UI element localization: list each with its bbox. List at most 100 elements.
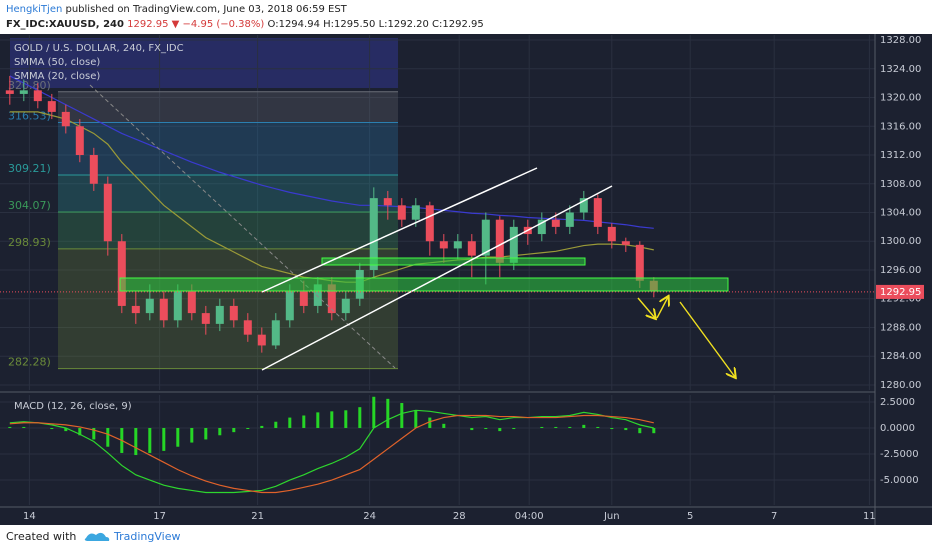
histogram-bar xyxy=(162,427,166,451)
macd-pane xyxy=(0,395,875,505)
header-line: HengkiTjen published on TradingView.com,… xyxy=(6,4,348,15)
fib-top-band xyxy=(10,38,398,88)
histogram-bar xyxy=(260,425,264,428)
histogram-bar xyxy=(470,427,474,431)
y-tick-label: -2.5000 xyxy=(880,449,919,460)
histogram-bar xyxy=(484,427,488,430)
indicator-line xyxy=(9,414,654,494)
last-price-label: 1292.95 xyxy=(880,287,921,298)
candle-body xyxy=(47,101,56,112)
pane-title: MACD (12, 26, close, 9) xyxy=(14,401,132,412)
fib-band xyxy=(58,122,398,176)
histogram-bar xyxy=(22,426,26,428)
candle-body xyxy=(243,320,252,335)
candle-body xyxy=(145,298,154,314)
fib-band xyxy=(58,248,398,369)
y-tick-label: 1288.00 xyxy=(880,322,921,333)
candle-body xyxy=(593,198,602,227)
histogram-bar xyxy=(274,421,278,428)
y-tick-label: 1316.00 xyxy=(880,121,921,132)
x-tick-label: 17 xyxy=(153,511,166,522)
candle-body xyxy=(75,126,84,156)
legend-entry: SMMA (20, close) xyxy=(14,71,100,82)
candle-body xyxy=(327,284,336,314)
histogram-bar xyxy=(386,398,390,428)
close: C:1292.95 xyxy=(432,19,484,30)
candle-body xyxy=(537,219,546,235)
histogram-bar xyxy=(232,427,236,433)
candle-body xyxy=(607,226,616,242)
histogram-bar xyxy=(568,426,572,428)
indicator-line xyxy=(9,75,654,229)
y-tick-label: 2.5000 xyxy=(880,397,915,408)
header-bg xyxy=(0,0,932,34)
candle-body xyxy=(383,198,392,206)
fib-label: 309.21) xyxy=(8,162,51,175)
candle-body xyxy=(425,205,434,242)
candle-body xyxy=(187,291,196,314)
candle-body xyxy=(481,219,490,256)
arrow xyxy=(637,297,655,318)
footer-brand[interactable]: TradingView xyxy=(113,530,180,543)
y-tick-label: 1284.00 xyxy=(880,351,921,362)
y-tick-label: 1320.00 xyxy=(880,93,921,104)
trend-dashed xyxy=(89,84,396,369)
last-price-box xyxy=(876,284,924,299)
histogram-bar xyxy=(148,427,152,453)
arrow xyxy=(656,297,668,319)
candle-body xyxy=(495,219,504,263)
histogram-bar xyxy=(190,427,194,443)
histogram-bar xyxy=(106,427,110,447)
x-tick-label: Jun xyxy=(603,511,620,522)
published: published on TradingView.com, June 03, 2… xyxy=(66,4,348,15)
pane-title: GOLD / U.S. DOLLAR, 240, FX_IDC xyxy=(14,43,184,54)
user[interactable]: HengkiTjen xyxy=(6,4,62,15)
candle-body xyxy=(369,198,378,270)
histogram-bar xyxy=(344,410,348,428)
y-tick-label: 0.0000 xyxy=(880,423,915,434)
high: H:1295.50 xyxy=(323,19,375,30)
candle-body xyxy=(621,241,630,245)
histogram-bar xyxy=(610,427,614,430)
candle-body xyxy=(257,334,266,346)
histogram-bar xyxy=(582,424,586,428)
candle-body xyxy=(509,226,518,263)
fib-band xyxy=(58,91,398,123)
histogram-bar xyxy=(652,427,656,434)
candle-body xyxy=(551,219,560,227)
x-tick-label: 7 xyxy=(771,511,777,522)
logo xyxy=(84,532,110,541)
candle-body xyxy=(313,284,322,306)
histogram-bar xyxy=(400,403,404,428)
candle-body xyxy=(33,90,42,102)
histogram-bar xyxy=(330,411,334,428)
fib-label: 298.93) xyxy=(8,236,51,249)
candle-body xyxy=(453,241,462,249)
arrow xyxy=(679,301,735,377)
candle-body xyxy=(201,313,210,324)
candle-body xyxy=(271,320,280,346)
histogram-bar xyxy=(218,427,222,436)
footer-bg xyxy=(0,525,932,550)
histogram-bar xyxy=(204,427,208,440)
histogram-bar xyxy=(288,417,292,428)
y-tick-label: 1324.00 xyxy=(880,64,921,75)
histogram-bar xyxy=(540,426,544,428)
histogram-bar xyxy=(246,427,250,430)
histogram-bar xyxy=(498,427,502,432)
candle-body xyxy=(467,241,476,256)
x-tick-label: 21 xyxy=(251,511,264,522)
y-tick-label: 1296.00 xyxy=(880,265,921,276)
histogram-bar xyxy=(414,410,418,428)
zone xyxy=(321,257,586,266)
histogram-bar xyxy=(302,415,306,428)
y-tick-label: -5.0000 xyxy=(880,475,919,486)
y-tick-label: 1312.00 xyxy=(880,150,921,161)
fib-band xyxy=(58,175,398,212)
histogram-bar xyxy=(428,417,432,428)
candle-body xyxy=(103,183,112,242)
drawings xyxy=(0,84,875,377)
candle-body xyxy=(565,212,574,227)
histogram-bar xyxy=(554,426,558,428)
histogram-bar xyxy=(64,427,68,432)
